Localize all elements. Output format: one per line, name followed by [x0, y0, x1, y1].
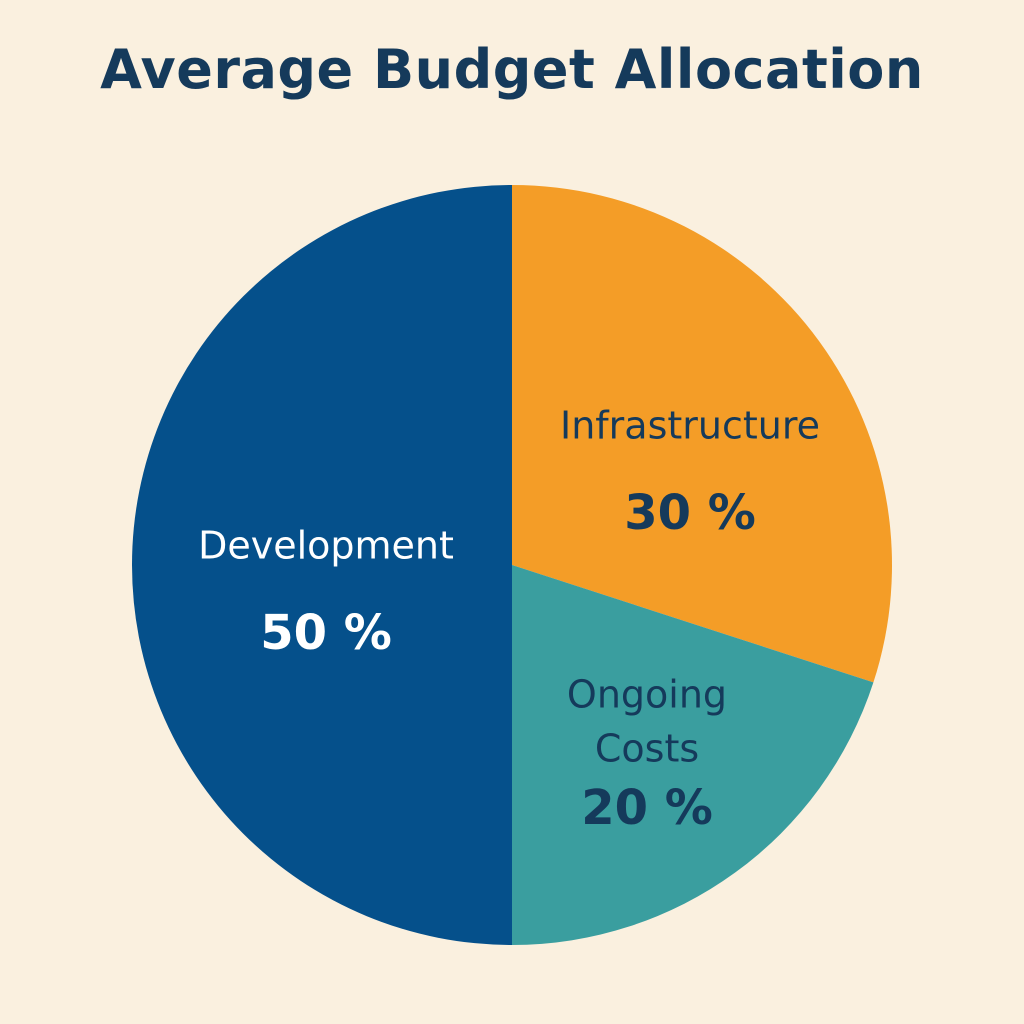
pie-slice-0 — [512, 185, 892, 683]
slice-label-0-0: Infrastructure — [560, 404, 820, 448]
slice-value-1: 20 % — [581, 780, 713, 836]
slice-label-1-1: Costs — [595, 727, 699, 771]
pie-slice-1 — [512, 565, 874, 945]
slice-value-0: 30 % — [624, 485, 756, 541]
slice-label-2-0: Development — [198, 524, 454, 568]
chart-title: Average Budget Allocation — [100, 38, 924, 101]
slice-label-1-0: Ongoing — [567, 673, 727, 717]
slice-value-2: 50 % — [260, 605, 392, 661]
pie-slice-2 — [132, 185, 512, 945]
